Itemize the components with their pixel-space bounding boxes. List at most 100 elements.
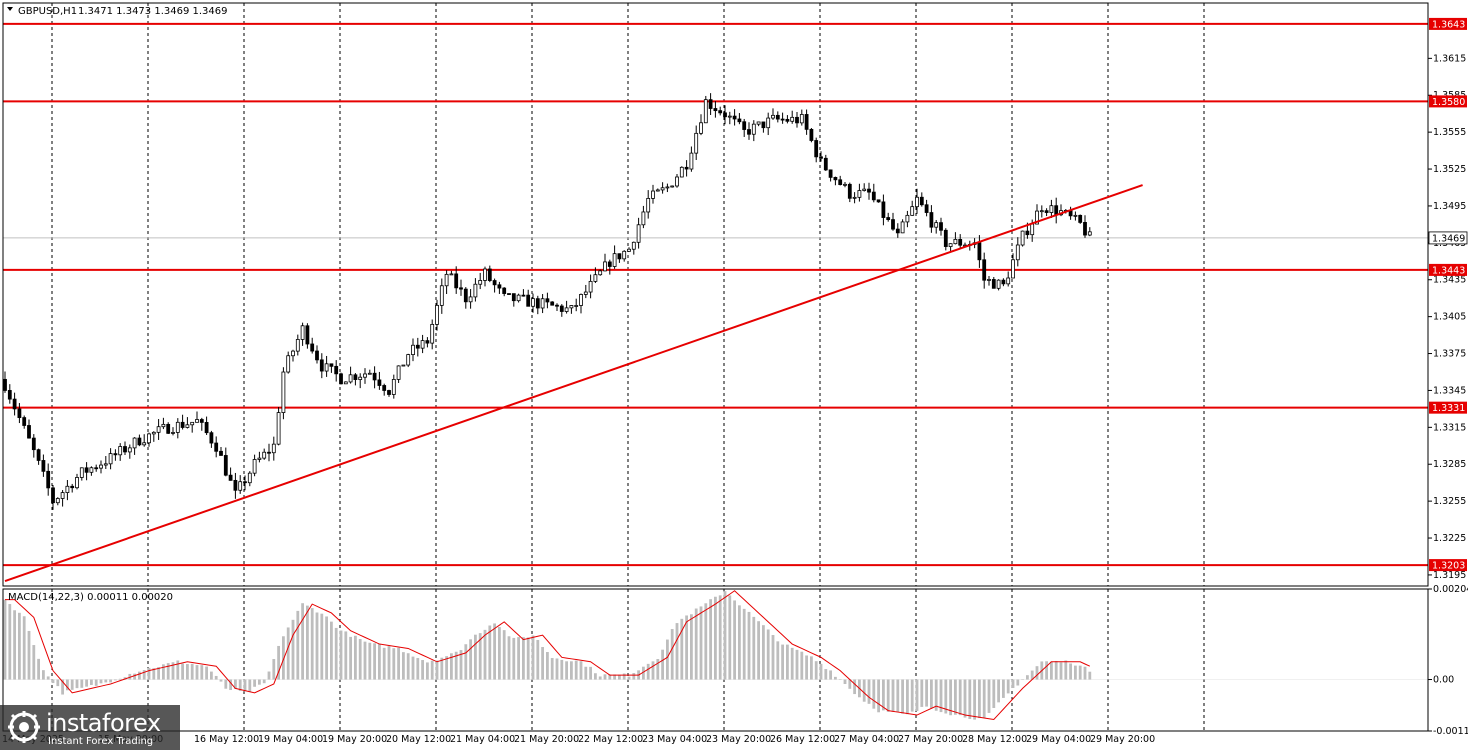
macd-bar [1011,679,1015,688]
candle-body [915,196,919,208]
collapse-arrow-icon[interactable] [7,7,13,11]
candle-body [526,294,531,307]
macd-tick-label: 0.00 [1433,675,1454,686]
macd-bar [517,637,520,680]
candle-body [540,298,545,309]
macd-bar [262,679,266,684]
candle-body [991,279,996,289]
candle-body [708,99,713,109]
time-tick-label: 28 May 12:00 [962,734,1027,745]
candle-body [430,323,435,344]
macd-bar [795,649,799,680]
macd-bar [109,679,112,683]
price-tick-label: 1.3615 [1433,53,1466,64]
macd-bar [1006,679,1010,694]
candle-body [857,190,862,198]
macd-bar [1083,666,1087,680]
macd-bar [1021,679,1024,681]
logo-gear-icon [8,711,40,743]
candle-body [300,325,305,340]
candle-body [790,116,795,122]
candle-body [60,492,65,499]
macd-bar [66,679,69,691]
macd-bar [699,606,703,680]
candle-body [804,114,809,130]
candle-body [876,199,881,203]
macd-bar [709,599,712,680]
macd-bar [1054,660,1058,680]
price-tick-label: 1.3525 [1433,164,1466,175]
macd-bar [354,635,357,680]
macd-bar [829,670,832,680]
macd-bar [550,658,554,680]
candle-body [675,176,679,187]
macd-bar [690,614,693,680]
macd-bar [651,661,655,680]
candle-body [70,485,75,489]
candle-body [516,294,521,302]
candle-body [948,243,953,247]
macd-bar [493,623,496,680]
candle-body [1087,231,1092,236]
price-tick-label: 1.3195 [1433,570,1466,581]
candle-body [1006,277,1011,285]
candle-body [142,442,147,446]
macd-bar [166,663,170,680]
candle-body [257,457,262,460]
macd-bar [406,653,410,680]
candle-body [502,287,507,294]
candle-body [353,374,358,380]
candle-body [339,373,343,385]
macd-bar [8,604,12,680]
macd-bar [790,647,794,680]
candle-body [886,217,891,220]
macd-bar [118,678,122,680]
candle-body [84,467,89,473]
macd-bar [522,637,525,680]
candle-body [545,298,550,303]
logo-brand: instaforex [46,709,161,737]
macd-bar [157,667,160,680]
candle-body [219,450,223,456]
candle-body [233,479,238,491]
candle-body [598,270,603,276]
candle-body [987,279,991,281]
macd-bar [997,679,1000,703]
price-tick-label: 1.3255 [1433,496,1466,507]
macd-bar [200,665,204,680]
macd-bar [1074,665,1077,680]
symbol-title: GBPUSD,H1 [18,6,77,17]
macd-bar [670,629,674,680]
candle-body [310,343,315,352]
candle-body [444,273,449,287]
candle-body [852,196,857,199]
macd-tick-label: -0.00116 [1433,726,1468,737]
macd-bar [762,625,765,680]
macd-bar [349,636,352,680]
macd-bar [742,608,746,680]
macd-bar [94,679,98,686]
macd-bar [133,673,136,680]
time-tick-label: 29 May 20:00 [1090,734,1155,745]
macd-bar [949,679,952,716]
candle-body [881,201,886,218]
candle-body [828,169,833,178]
macd-bar [464,644,468,680]
candle-body [147,433,151,444]
macd-bar [286,627,290,680]
macd-bar [430,660,434,680]
candle-body [367,372,372,375]
level-tag [1429,559,1467,572]
candle-body [190,421,195,426]
macd-bar [224,679,228,689]
candle-body [665,186,670,189]
candle-body [247,472,252,484]
macd-bar [531,635,535,680]
candle-body [180,421,185,428]
macd-bar [502,630,506,680]
macd-bar [1026,675,1029,680]
macd-bar [1064,660,1068,680]
macd-bar [42,670,45,680]
macd-bar [824,669,828,680]
